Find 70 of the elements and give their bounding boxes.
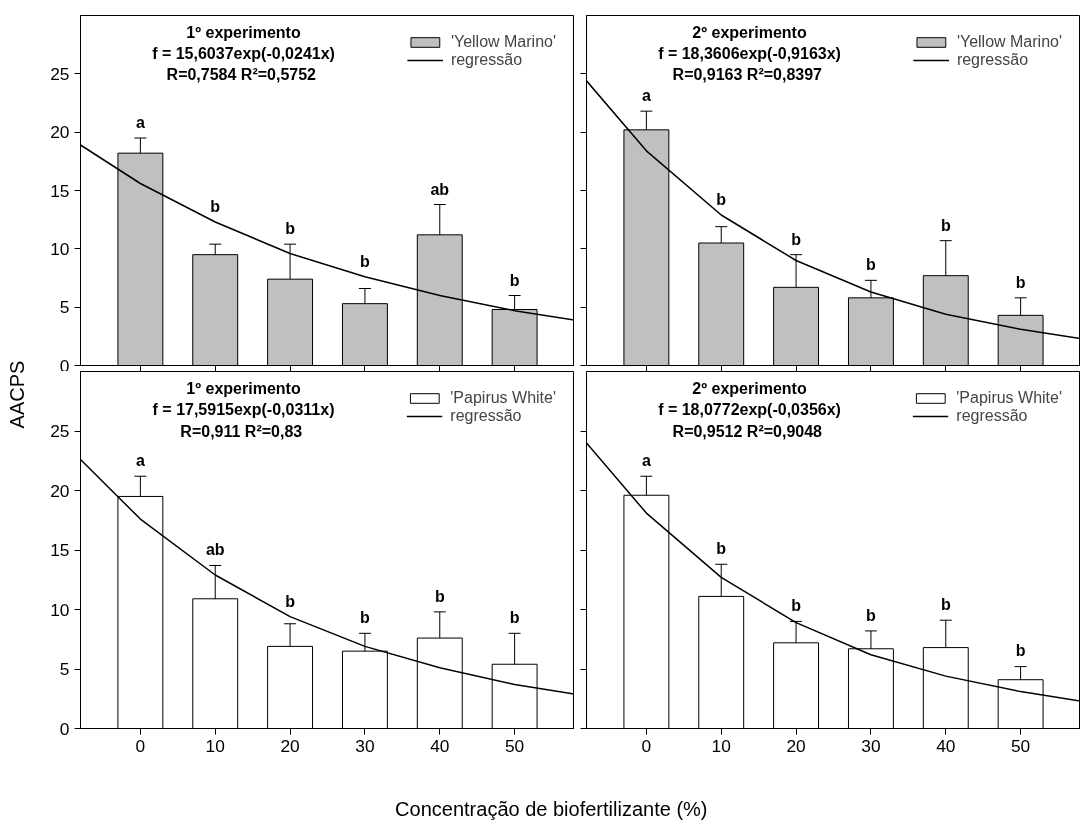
annotation: R=0,911 R²=0,83 — [180, 422, 303, 440]
y-tick-label: 5 — [59, 659, 70, 679]
legend-label: 'Papirus White' — [956, 389, 1062, 407]
annotation: b — [285, 220, 296, 238]
x-tick-label: 40 — [936, 735, 956, 756]
y-tick-label: 0 — [59, 718, 70, 739]
annotation: f = 15,6037exp(-0,0241x) — [152, 44, 335, 62]
y-tick-label: 10 — [50, 599, 70, 620]
annotation: a — [641, 87, 651, 105]
annotation: b — [940, 216, 951, 234]
annotation: R=0,9163 R²=0,8397 — [672, 65, 823, 83]
annotation: a — [135, 114, 145, 131]
x-tick-label: 10 — [205, 735, 225, 756]
annotation: 2º experimento — [692, 379, 807, 397]
x-tick-label: 0 — [135, 735, 146, 756]
annotation: b — [791, 230, 802, 248]
annotation: b — [360, 609, 371, 627]
x-tick-label: 30 — [861, 735, 881, 756]
annotation: b — [866, 606, 877, 624]
annotation: b — [509, 271, 520, 289]
annotation: ab — [430, 180, 450, 198]
x-tick-label: 40 — [430, 735, 450, 756]
annotation: b — [866, 256, 877, 274]
y-tick-label: 20 — [50, 480, 70, 501]
annotation: b — [285, 592, 296, 610]
annotation: b — [210, 198, 221, 215]
annotation: 1º experimento — [186, 23, 301, 41]
x-tick-label: 20 — [786, 735, 806, 756]
annotation: b — [1015, 273, 1026, 291]
annotation: a — [641, 452, 651, 470]
annotation: b — [716, 191, 727, 208]
x-tick-label: 50 — [1010, 735, 1031, 756]
legend-label: 'Yellow Marino' — [956, 33, 1062, 51]
legend-label: 'Papirus White' — [450, 389, 556, 407]
annotation: b — [509, 609, 520, 627]
annotation: R=0,7584 R²=0,5752 — [166, 65, 317, 83]
x-tick-label: 10 — [711, 735, 731, 756]
x-axis-title: Concentração de biofertilizante (%) — [395, 798, 708, 821]
annotation: a — [135, 452, 145, 470]
annotation: 2º experimento — [692, 23, 807, 41]
y-tick-label: 15 — [50, 540, 70, 560]
y-tick-label: 25 — [50, 63, 70, 84]
annotation: f = 18,0772exp(-0,0356x) — [658, 401, 841, 419]
annotation: f = 18,3606exp(-0,9163x) — [658, 44, 841, 62]
x-tick-label: 50 — [504, 735, 525, 756]
annotation: b — [1015, 642, 1026, 660]
x-tick-label: 30 — [355, 735, 375, 756]
y-tick-label: 15 — [50, 180, 70, 201]
y-tick-label: 0 — [59, 355, 70, 376]
annotation: b — [360, 252, 371, 270]
y-tick-label: 20 — [50, 122, 70, 143]
legend-label: 'Yellow Marino' — [450, 33, 556, 51]
annotation: b — [434, 587, 445, 605]
y-tick-label: 25 — [50, 421, 70, 441]
annotation: f = 17,5915exp(-0,0311x) — [152, 401, 335, 419]
annotation: 1º experimento — [186, 379, 301, 397]
annotation: ab — [205, 541, 225, 559]
annotation: b — [940, 596, 951, 614]
legend-label: regressão — [956, 51, 1029, 69]
x-tick-label: 0 — [641, 735, 652, 756]
y-axis-title: AACPS — [6, 360, 28, 429]
y-tick-label: 10 — [50, 238, 70, 259]
x-tick-label: 20 — [280, 735, 300, 756]
legend-label: regressão — [450, 407, 522, 425]
legend-label: regressão — [956, 407, 1028, 425]
y-tick-label: 5 — [59, 297, 70, 318]
annotation: b — [716, 540, 727, 558]
legend-label: regressão — [450, 51, 523, 69]
annotation: b — [791, 597, 802, 615]
annotation: R=0,9512 R²=0,9048 — [672, 422, 823, 440]
